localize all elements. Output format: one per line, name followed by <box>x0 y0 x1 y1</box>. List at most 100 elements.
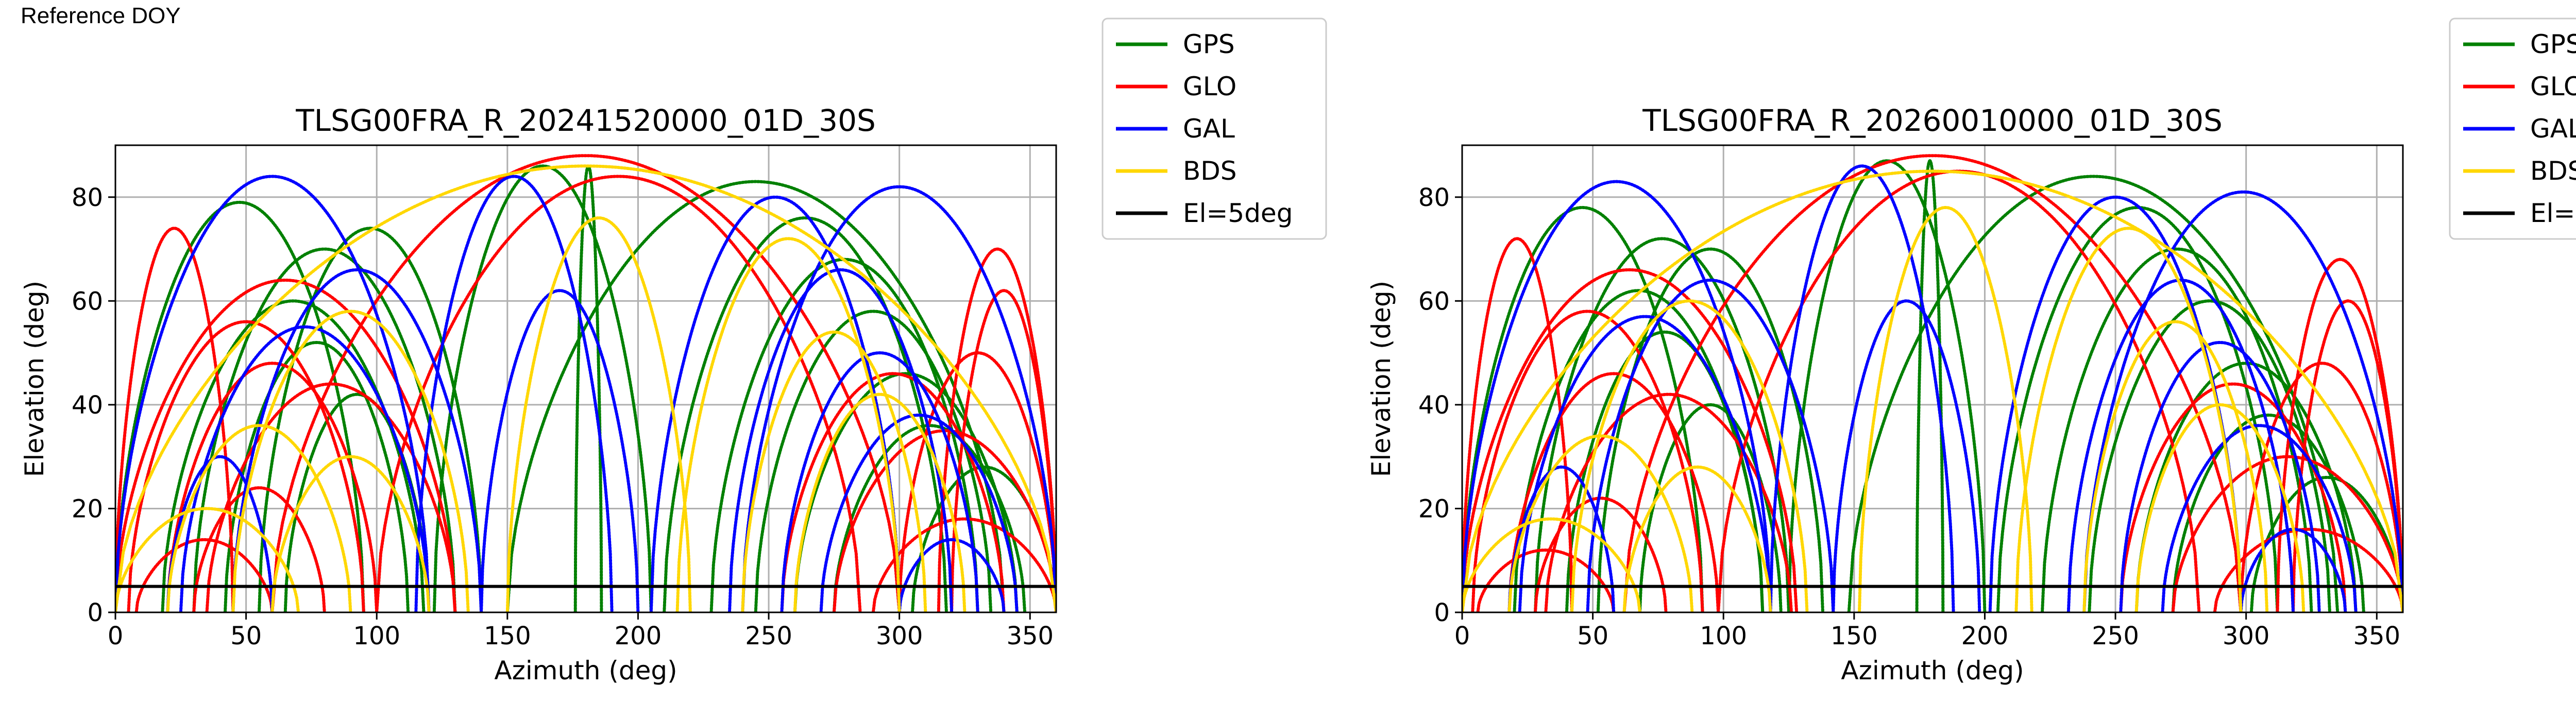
x-tick-label: 100 <box>1700 622 1747 650</box>
satellite-track <box>1586 278 1835 612</box>
y-tick-label: 0 <box>87 598 103 627</box>
satellite-track <box>2292 299 2403 612</box>
satellite-track <box>179 325 431 612</box>
satellite-track <box>780 351 979 612</box>
satellite-track <box>2088 299 2331 612</box>
legend-label-el=5deg: El=5deg <box>1183 198 1293 228</box>
satellite-track <box>1462 169 2403 612</box>
reference-doy-label: Reference DOY <box>21 3 181 28</box>
satellite-track <box>1570 299 1809 612</box>
satellite-track <box>1476 548 1616 612</box>
satellite-track <box>741 330 927 612</box>
satellite-track <box>1622 465 1772 612</box>
satellite-track <box>2014 227 2243 612</box>
x-tick-label: 50 <box>1577 622 1608 650</box>
satellite-track <box>2082 190 2403 612</box>
satellite-track <box>192 247 457 612</box>
plot-area <box>1462 154 2403 612</box>
satellite-track <box>1988 195 2243 612</box>
satellite-track <box>505 216 692 612</box>
series-gal <box>115 175 1056 612</box>
satellite-track <box>480 289 640 612</box>
series-bds <box>1462 169 2403 612</box>
satellite-track <box>675 237 901 612</box>
satellite-track <box>375 175 862 612</box>
y-tick-label: 40 <box>72 391 103 420</box>
satellite-track <box>2082 320 2269 612</box>
x-tick-label: 200 <box>615 622 662 650</box>
satellite-track <box>741 185 1056 612</box>
satellite-track <box>1462 237 1573 612</box>
y-tick-label: 80 <box>72 183 103 212</box>
satellite-track <box>2161 424 2358 612</box>
satellite-track <box>1518 315 1772 612</box>
x-axis-label: Azimuth (deg) <box>494 656 677 685</box>
x-tick-label: 300 <box>2223 622 2270 650</box>
satellite-track <box>1769 164 1955 612</box>
y-tick-label: 60 <box>72 287 103 316</box>
satellite-track <box>505 180 1006 612</box>
satellite-track <box>1471 310 1704 612</box>
satellite-track <box>897 538 1006 612</box>
x-tick-label: 100 <box>353 622 400 650</box>
satellite-track <box>573 164 603 612</box>
satellite-track <box>793 392 967 612</box>
satellite-track <box>115 507 300 612</box>
legend-label-glo: GLO <box>2530 72 2576 101</box>
y-tick-label: 20 <box>1418 494 1450 523</box>
satellite-track <box>1534 496 1668 612</box>
satellite-track <box>1462 180 1772 612</box>
satellite-track <box>1832 299 1981 612</box>
satellite-track <box>231 310 470 612</box>
satellite-track <box>2119 340 2321 612</box>
satellite-track <box>950 289 1056 612</box>
satellite-track <box>1462 517 1641 612</box>
satellite-track <box>1858 205 2033 612</box>
satellite-track <box>432 164 653 612</box>
y-axis-label: Elevation (deg) <box>20 281 49 477</box>
chart-1: 0 50 100 150 200 250 300 350 0 20 40 60 80 TLSG00FRA_… <box>20 18 1327 685</box>
legend-box <box>1101 18 1327 240</box>
y-tick-label: 80 <box>1418 183 1450 212</box>
satellite-track <box>115 175 431 612</box>
satellite-track <box>728 268 954 612</box>
satellite-track <box>127 320 365 612</box>
y-tick-label: 40 <box>1418 391 1450 420</box>
satellite-track <box>793 372 1019 612</box>
legend-label-bds: BDS <box>1183 156 1237 186</box>
satellite-track <box>1622 154 2243 612</box>
chart-title: TLSG00FRA_R_20241520000_01D_30S <box>295 103 876 138</box>
satellite-track <box>2276 258 2403 612</box>
x-tick-label: 0 <box>1454 622 1470 650</box>
satellite-track <box>270 154 901 612</box>
satellite-track <box>1544 392 1793 612</box>
satellite-track <box>2213 527 2403 612</box>
satellite-track <box>224 340 410 612</box>
satellite-track <box>231 268 483 612</box>
satellite-track <box>649 195 901 612</box>
satellite-track <box>134 538 274 612</box>
y-tick-label: 60 <box>1418 287 1450 316</box>
chart-2: 0 50 100 150 200 250 300 350 0 20 40 60 80 TLSG00FRA_… <box>1366 18 2576 685</box>
satellite-track <box>2134 403 2306 612</box>
chart-title: TLSG00FRA_R_20260010000_01D_30S <box>1642 103 2223 138</box>
series-bds <box>115 164 1056 612</box>
satellite-track <box>1507 372 1720 612</box>
satellite-track <box>2041 247 2313 612</box>
satellite-track <box>414 175 614 612</box>
satellite-track <box>270 455 431 612</box>
satellite-track <box>166 362 379 612</box>
x-tick-label: 250 <box>745 622 792 650</box>
series-glo <box>1462 154 2403 612</box>
x-tick-label: 250 <box>2092 622 2139 650</box>
y-tick-label: 20 <box>72 494 103 523</box>
satellite-track <box>871 517 1056 612</box>
plot-frame <box>114 144 1057 613</box>
legend-label-glo: GLO <box>1183 72 1236 101</box>
satellite-track <box>166 455 274 612</box>
x-tick-label: 150 <box>484 622 531 650</box>
satellite-track <box>663 216 948 612</box>
x-tick-label: 0 <box>108 622 124 650</box>
satellite-track <box>258 227 483 612</box>
